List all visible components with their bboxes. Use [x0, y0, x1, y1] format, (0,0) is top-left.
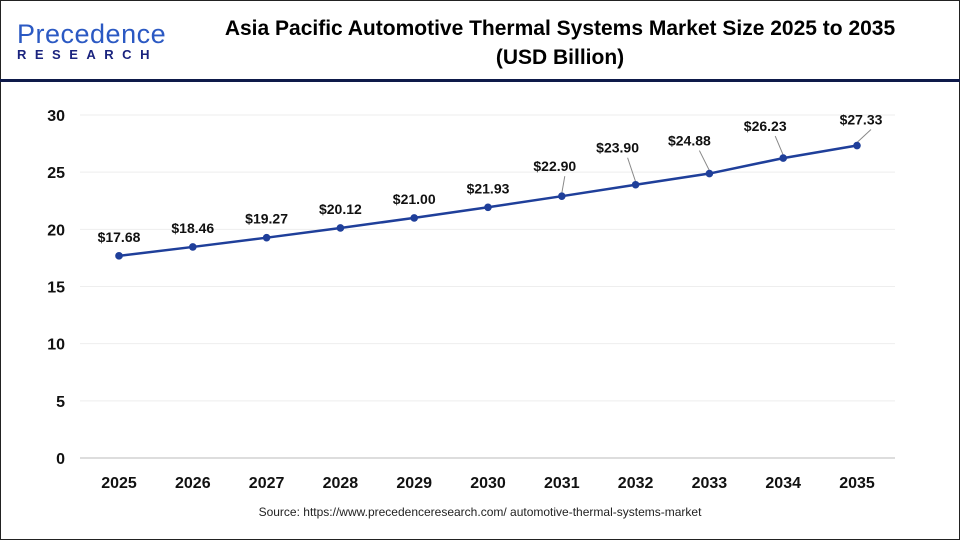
data-point [262, 233, 271, 242]
data-point [779, 154, 787, 162]
y-tick-label: 20 [47, 222, 65, 239]
data-point [484, 203, 492, 212]
y-tick-label: 0 [56, 451, 65, 468]
x-tick-label: 2033 [692, 475, 728, 492]
x-tick-label: 2027 [249, 475, 285, 492]
x-tick-label: 2031 [544, 475, 580, 492]
data-label: $20.12 [319, 201, 362, 217]
x-tick-label: 2028 [323, 475, 359, 492]
series-line [118, 144, 858, 258]
data-point [115, 252, 123, 260]
source-note: Source: https://www.precedenceresearch.c… [258, 505, 702, 519]
data-point [336, 224, 345, 232]
data-label: $21.93 [467, 180, 510, 196]
x-tick-label: 2025 [101, 475, 137, 492]
logo: Precedence RESEARCH [17, 19, 167, 62]
title-line2: (USD Billion) [495, 46, 625, 69]
x-tick-label: 2034 [765, 475, 801, 492]
title-line1: Asia Pacific Automotive Thermal Systems … [224, 17, 896, 40]
data-point [853, 141, 861, 150]
x-tick-label: 2030 [470, 475, 506, 492]
data-label: $26.23 [744, 118, 787, 134]
y-tick-label: 15 [47, 280, 65, 297]
y-tick-label: 30 [47, 108, 65, 125]
data-label: $19.27 [245, 211, 288, 227]
logo-line2: RESEARCH [17, 47, 158, 62]
x-tick-label: 2035 [839, 475, 875, 492]
x-tick-label: 2026 [175, 475, 211, 492]
data-label: $23.90 [596, 140, 639, 156]
data-label: $22.90 [533, 158, 576, 174]
data-label: $18.46 [171, 220, 214, 236]
leader-line [627, 157, 637, 182]
y-tick-label: 25 [47, 165, 65, 182]
data-point [631, 180, 640, 189]
leader-line [856, 129, 872, 143]
data-point [705, 169, 714, 178]
data-label: $27.33 [840, 112, 883, 128]
y-tick-label: 10 [47, 337, 65, 354]
x-tick-label: 2032 [618, 475, 654, 492]
leader-line [774, 135, 784, 156]
data-label: $17.68 [98, 229, 141, 245]
leader-line [561, 176, 566, 194]
data-point [558, 192, 566, 200]
data-label: $24.88 [668, 133, 711, 149]
data-label: $21.00 [393, 191, 436, 207]
logo-line1: Precedence [17, 19, 167, 49]
data-point [410, 214, 419, 222]
chart-title: Asia Pacific Automotive Thermal Systems … [170, 14, 950, 72]
data-point [189, 243, 197, 251]
x-tick-label: 2029 [396, 475, 432, 492]
header-divider [0, 79, 960, 82]
leader-line [698, 150, 710, 171]
y-tick-label: 5 [56, 394, 65, 411]
